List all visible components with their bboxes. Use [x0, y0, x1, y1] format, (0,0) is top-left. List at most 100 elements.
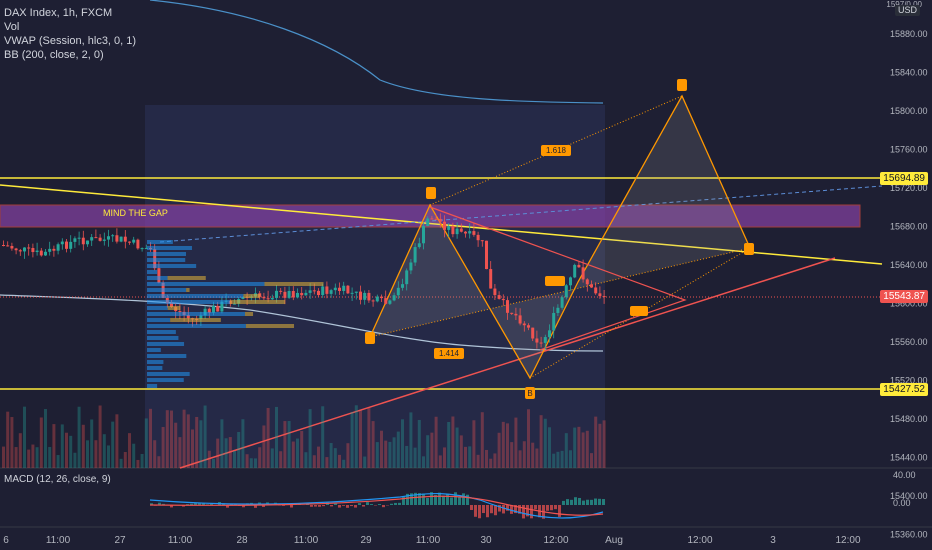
marker-x[interactable] — [677, 79, 687, 91]
macd-bar — [594, 498, 597, 505]
candle-body — [422, 226, 425, 244]
volume-bar — [48, 447, 52, 468]
marker-start[interactable] — [365, 332, 375, 344]
time-tick-label: 12:00 — [543, 535, 568, 546]
candle-body — [94, 237, 98, 239]
candle-body — [69, 241, 73, 249]
candle-body — [18, 250, 22, 252]
volume-bar — [585, 430, 589, 468]
candle-body — [556, 307, 560, 313]
volume-bar — [90, 419, 94, 468]
macd-bar — [210, 503, 213, 505]
candle-body — [312, 290, 316, 292]
candle-body — [535, 338, 539, 343]
macd-bar — [450, 497, 453, 505]
currency-badge[interactable]: USD — [894, 5, 920, 16]
profile-bar-up — [147, 306, 168, 310]
volume-bar — [262, 425, 266, 468]
candle-body — [266, 298, 270, 300]
candle-body — [497, 295, 501, 299]
time-axis-ticks: 6 11:00 27 11:00 28 11:00 29 11:00 30 12:00 Aug 12:… — [3, 535, 861, 546]
marker-ratio-small[interactable] — [545, 276, 565, 286]
candle-body — [6, 245, 10, 247]
macd-bar — [394, 502, 397, 505]
macd-bar — [478, 505, 481, 519]
marker-a[interactable] — [426, 187, 436, 199]
candle-body — [380, 296, 383, 299]
candle-body — [405, 270, 409, 285]
volume-bar — [165, 410, 169, 468]
macd-bar — [510, 505, 513, 514]
candle-body — [392, 295, 396, 301]
ascending-trendline[interactable] — [179, 257, 836, 469]
volume-bar — [510, 442, 514, 468]
volume-bar — [564, 433, 568, 468]
marker-b[interactable] — [525, 387, 535, 399]
price-axis-ticks: 15880.00 15840.00 15800.00 15760.00 15720.00… — [890, 29, 928, 540]
profile-bar-down — [243, 294, 261, 298]
macd-bar — [358, 503, 361, 505]
macd-bar — [226, 505, 229, 508]
macd-bar — [566, 499, 569, 505]
candle-body — [291, 291, 295, 298]
volume-bar — [518, 450, 522, 468]
macd-bar — [602, 499, 605, 505]
marker-c[interactable] — [630, 306, 648, 316]
volume-bar — [388, 441, 392, 468]
candle-body — [300, 292, 304, 296]
macd-bar — [518, 505, 521, 514]
volume-bar — [531, 442, 535, 468]
macd-bar — [350, 505, 353, 507]
ratio-box-2[interactable] — [434, 348, 464, 359]
price-axis[interactable] — [882, 0, 932, 550]
candle-body — [417, 243, 421, 248]
candle-body — [531, 327, 535, 339]
candle-body — [333, 287, 337, 291]
macd-bar — [462, 493, 465, 505]
candle-body — [140, 248, 144, 250]
price-tick-label: 15760.00 — [890, 145, 928, 155]
macd-bar — [334, 503, 337, 505]
volume-bar — [426, 435, 430, 468]
price-tick-label: 15800.00 — [890, 106, 928, 116]
volume-bar — [308, 409, 312, 468]
candle-body — [170, 303, 173, 307]
macd-bar — [454, 492, 457, 505]
volume-bar — [157, 456, 161, 468]
vwap-label[interactable]: VWAP (Session, hlc3, 0, 1) — [4, 35, 137, 47]
volume-bar — [153, 440, 157, 468]
bb-label[interactable]: BB (200, close, 2, 0) — [4, 49, 104, 61]
ratio-box-1[interactable] — [541, 145, 571, 156]
candle-body — [346, 285, 350, 294]
profile-bar-down — [230, 300, 286, 304]
red-triangle[interactable] — [429, 206, 687, 351]
candle-body — [233, 303, 236, 305]
volume-bar — [94, 440, 98, 468]
candle-body — [363, 292, 367, 300]
profile-bar-up — [147, 240, 173, 244]
volume-bar — [300, 431, 304, 468]
macd-legend[interactable]: MACD (12, 26, close, 9) — [4, 474, 111, 485]
gap-label: MIND THE GAP — [103, 208, 168, 218]
macd-bar — [338, 505, 341, 508]
macd-bar — [282, 505, 285, 506]
marker-d[interactable] — [744, 243, 754, 255]
current-price-tag: 15543.87 — [880, 290, 928, 303]
volume-bar — [342, 459, 346, 468]
symbol-label[interactable]: DAX Index, 1h, FXCM — [4, 7, 113, 19]
candle-body — [262, 296, 266, 299]
volume-bar — [123, 451, 127, 468]
candlestick-series[interactable] — [2, 213, 606, 350]
candle-body — [409, 262, 413, 271]
volume-bar — [161, 426, 165, 468]
volume-bar — [581, 432, 585, 468]
macd-bar — [330, 505, 333, 507]
profile-bar-up — [147, 294, 244, 298]
volume-bar — [237, 431, 241, 468]
price-tick-label: 15680.00 — [890, 222, 928, 232]
macd-tick-label: 40.00 — [893, 470, 916, 480]
macd-bar — [562, 500, 565, 505]
vol-label[interactable]: Vol — [4, 21, 20, 33]
harmonic-fill — [370, 96, 750, 378]
